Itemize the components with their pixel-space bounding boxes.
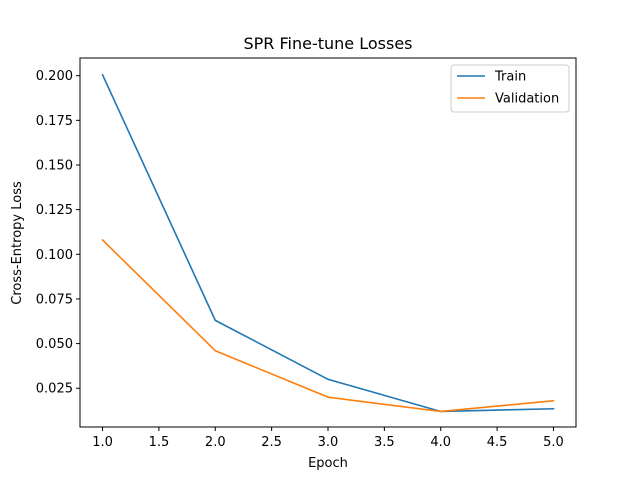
y-tick-label: 0.200	[36, 69, 73, 84]
x-tick-label: 2.0	[205, 435, 226, 450]
x-axis-label: Epoch	[308, 456, 348, 471]
legend-label-train: Train	[494, 70, 526, 85]
x-tick-label: 2.5	[261, 435, 282, 450]
x-axis-ticks: 1.0 1.5 2.0 2.5 3.0 3.5 4.0 4.5 5.0	[92, 427, 564, 450]
y-tick-label: 0.125	[36, 203, 73, 218]
y-axis-ticks: 0.025 0.050 0.075 0.100 0.125 0.150 0.175 0.200	[36, 69, 80, 397]
x-tick-label: 1.0	[92, 435, 113, 450]
x-tick-label: 1.5	[149, 435, 170, 450]
y-tick-label: 0.025	[36, 382, 73, 397]
y-tick-label: 0.175	[36, 114, 73, 129]
x-tick-label: 4.5	[487, 435, 508, 450]
series-line-train	[101, 73, 555, 413]
y-axis-label: Cross-Entropy Loss	[10, 181, 25, 305]
x-tick-label: 3.5	[374, 435, 395, 450]
legend: Train Validation	[450, 64, 570, 113]
legend-label-validation: Validation	[495, 92, 559, 107]
chart-title: SPR Fine-tune Losses	[243, 34, 412, 53]
y-tick-label: 0.100	[36, 248, 73, 263]
x-tick-label: 3.0	[318, 435, 339, 450]
plot-area	[79, 57, 577, 428]
y-tick-label: 0.050	[36, 337, 73, 352]
x-tick-label: 5.0	[543, 435, 564, 450]
y-tick-label: 0.150	[36, 158, 73, 173]
plot-frame	[79, 57, 577, 428]
x-tick-label: 4.0	[430, 435, 451, 450]
series-line-validation	[101, 238, 555, 413]
y-tick-label: 0.075	[36, 292, 73, 307]
